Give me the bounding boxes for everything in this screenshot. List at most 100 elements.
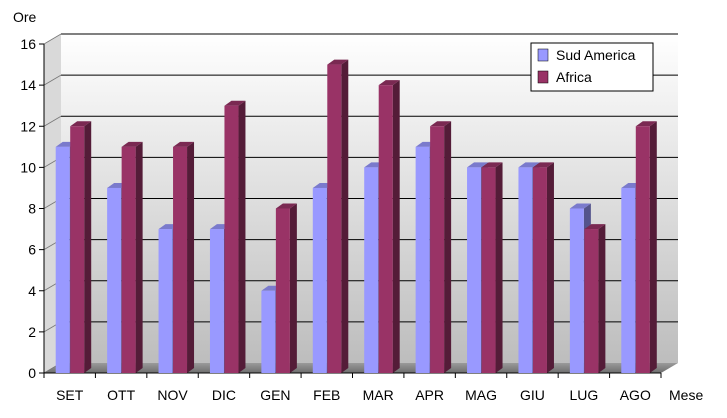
bar-side: [135, 141, 143, 373]
x-tick-label: DIC: [212, 387, 236, 403]
bar-side: [444, 121, 452, 373]
x-tick-label: SET: [56, 387, 84, 403]
x-tick-label: AGO: [620, 387, 651, 403]
x-tick-label: OTT: [107, 387, 135, 403]
bar-front: [635, 126, 650, 373]
y-tick-label: 14: [20, 77, 36, 93]
bar-top: [275, 203, 297, 209]
bar-side: [546, 162, 554, 373]
bar-side: [187, 141, 195, 373]
bar-top: [378, 80, 400, 86]
bar-top: [532, 162, 554, 168]
bar: [275, 203, 297, 373]
bar-front: [364, 167, 379, 373]
x-tick-label: LUG: [569, 387, 598, 403]
axes: [39, 43, 662, 378]
y-tick-label: 8: [28, 201, 36, 217]
legend-label: Sud America: [556, 47, 636, 63]
bar-front: [569, 208, 584, 373]
bar-front: [158, 229, 173, 373]
bar-side: [238, 100, 246, 373]
bar-front: [70, 126, 85, 373]
bar-top: [173, 141, 195, 147]
bar-front: [107, 187, 122, 373]
bar-top: [518, 162, 540, 168]
bar-side: [495, 162, 503, 373]
bar-top: [481, 162, 503, 168]
y-tick-label: 6: [28, 242, 36, 258]
gridline-side: [43, 115, 62, 127]
bar-front: [327, 64, 342, 373]
y-tick-label: 16: [20, 36, 36, 52]
y-tick-label: 12: [20, 118, 36, 134]
x-tick-label: NOV: [157, 387, 188, 403]
bar-front: [430, 126, 445, 373]
bar: [173, 141, 195, 373]
bar-front: [261, 290, 276, 373]
gridline-side: [43, 74, 62, 86]
bar: [327, 59, 349, 373]
bar-front: [584, 229, 599, 373]
bar: [378, 80, 400, 373]
bar: [70, 121, 92, 373]
legend-swatch: [537, 48, 549, 62]
x-tick-label: GEN: [260, 387, 290, 403]
bar-front: [312, 187, 327, 373]
bar-front: [173, 146, 188, 373]
bar: [430, 121, 452, 373]
legend-swatch: [537, 70, 549, 84]
y-tick-label: 10: [20, 159, 36, 175]
y-tick-label: 2: [28, 324, 36, 340]
bar-side: [392, 80, 400, 373]
bar-side: [598, 224, 606, 373]
bar-top: [584, 224, 606, 230]
bar-front: [224, 105, 239, 373]
bar-top: [121, 141, 143, 147]
bar-front: [121, 146, 136, 373]
bar-side: [341, 59, 349, 373]
bar: [121, 141, 143, 373]
bar-side: [84, 121, 92, 373]
bar-front: [275, 208, 290, 373]
bar-front: [467, 167, 482, 373]
bar-top: [635, 121, 657, 127]
bar-top: [569, 203, 591, 209]
bar: [532, 162, 554, 373]
bars: [55, 59, 657, 373]
bar-front: [518, 167, 533, 373]
bar-top: [327, 59, 349, 65]
bar-front: [532, 167, 547, 373]
x-tick-label: MAR: [363, 387, 394, 403]
bar-front: [55, 146, 70, 373]
x-tick-label: MAG: [465, 387, 497, 403]
legend-box: [530, 42, 654, 92]
bar-top: [70, 121, 92, 127]
bar-front: [621, 187, 636, 373]
legend: Sud America Africa: [530, 42, 654, 92]
gridline-side: [43, 33, 62, 45]
y-tick-label: 0: [28, 365, 36, 381]
legend-label: Africa: [556, 69, 592, 85]
x-axis-title: Mese: [669, 387, 703, 403]
bar-top: [430, 121, 452, 127]
x-tick-label: FEB: [313, 387, 340, 403]
bar-front: [481, 167, 496, 373]
bar-front: [378, 85, 393, 373]
x-tick-label: APR: [415, 387, 444, 403]
bar: [481, 162, 503, 373]
bar-front: [209, 229, 224, 373]
bar: [584, 224, 606, 373]
tick-labels: 0 2 4 6 8 10 12 14 16 SET OTT NOV DIC GEN FEB MAR APR MAG…: [20, 36, 651, 403]
bar: [224, 100, 246, 373]
x-tick-label: GIU: [520, 387, 545, 403]
bar-front: [415, 146, 430, 373]
bar: [635, 121, 657, 373]
y-axis-title: Ore: [13, 9, 37, 25]
bar-top: [467, 162, 489, 168]
bar-top: [224, 100, 246, 106]
bar-side: [289, 203, 297, 373]
y-tick-label: 4: [28, 283, 36, 299]
bar-side: [649, 121, 657, 373]
